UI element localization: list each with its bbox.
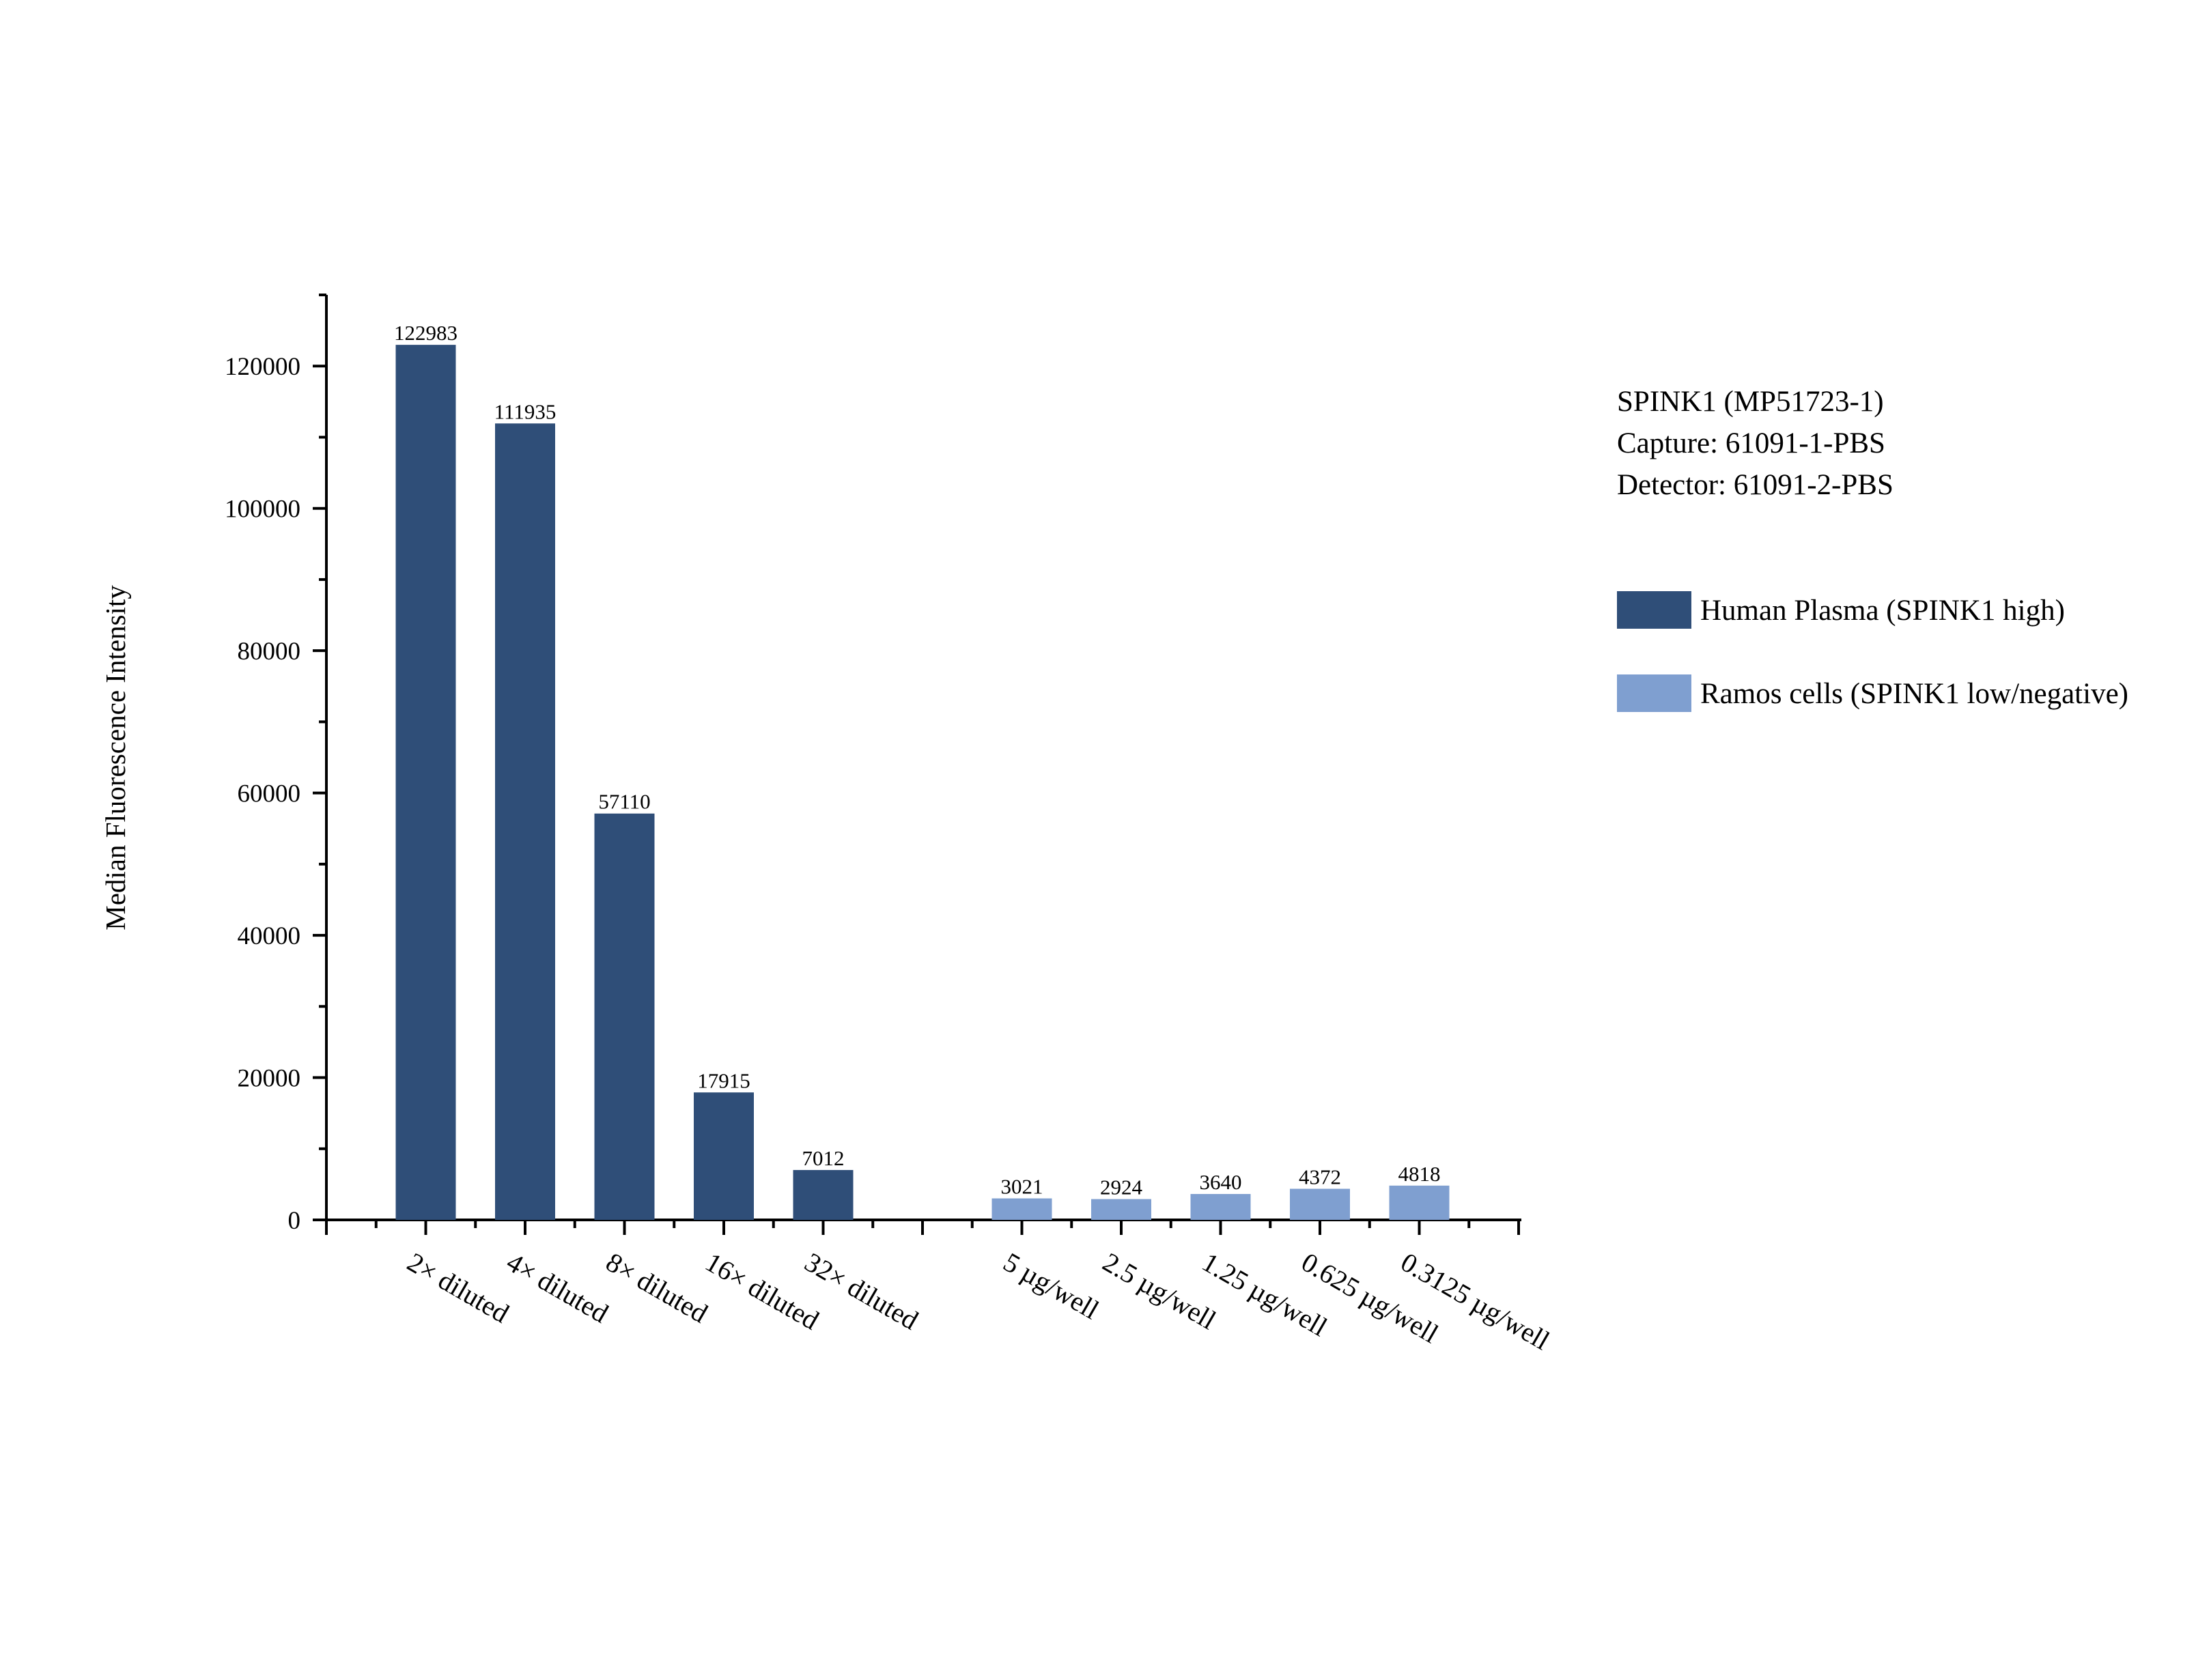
bar-human-plasma xyxy=(793,1169,854,1220)
bar-ramos-cells xyxy=(1091,1199,1151,1220)
x-category-label: 8× diluted xyxy=(601,1247,713,1329)
y-tick-label: 40000 xyxy=(238,922,301,950)
y-axis-label: Median Fluorescence Intensity xyxy=(100,585,131,930)
legend-swatch-ramos-cells xyxy=(1617,674,1691,712)
bar-ramos-cells xyxy=(1389,1185,1450,1220)
legend-label-human-plasma: Human Plasma (SPINK1 high) xyxy=(1700,595,2065,627)
bar-value-label: 111935 xyxy=(494,399,557,423)
legend-swatch-human-plasma xyxy=(1617,591,1691,629)
y-tick-label: 60000 xyxy=(238,780,301,808)
bar-value-label: 4372 xyxy=(1299,1165,1341,1188)
x-category-label: 2.5 µg/well xyxy=(1098,1247,1222,1335)
bar-value-label: 57110 xyxy=(598,790,650,814)
y-tick-label: 0 xyxy=(288,1207,301,1235)
axes xyxy=(313,294,1521,1235)
x-category-label: 32× diluted xyxy=(800,1247,924,1336)
x-category-label: 16× diluted xyxy=(701,1247,825,1336)
bar-value-label: 17915 xyxy=(697,1068,750,1092)
x-category-label: 5 µg/well xyxy=(998,1247,1104,1325)
info-line-capture: Capture: 61091-1-PBS xyxy=(1617,427,1885,459)
bar-human-plasma xyxy=(594,813,655,1220)
bar-value-label: 3640 xyxy=(1200,1170,1242,1194)
y-tick-label: 120000 xyxy=(225,353,300,381)
bar-ramos-cells xyxy=(991,1198,1052,1220)
bar-value-label: 4818 xyxy=(1398,1162,1441,1186)
bar-human-plasma xyxy=(395,345,456,1221)
bars xyxy=(395,345,1450,1221)
info-line-antibody: SPINK1 (MP51723-1) xyxy=(1617,386,1884,418)
x-category-label: 4× diluted xyxy=(502,1247,614,1329)
bar-value-label: 7012 xyxy=(802,1146,845,1170)
y-tick-label: 100000 xyxy=(225,496,300,524)
bar-value-label: 122983 xyxy=(394,321,458,345)
bar-ramos-cells xyxy=(1290,1188,1350,1220)
info-line-detector: Detector: 61091-2-PBS xyxy=(1617,469,1894,501)
bar-ramos-cells xyxy=(1190,1194,1251,1220)
chart-info: SPINK1 (MP51723-1) Capture: 61091-1-PBS … xyxy=(1617,386,1894,501)
legend-label-ramos-cells: Ramos cells (SPINK1 low/negative) xyxy=(1700,678,2128,710)
bar-value-label: 3021 xyxy=(1001,1175,1043,1199)
bar-value-label: 2924 xyxy=(1100,1176,1143,1199)
y-tick-label: 80000 xyxy=(238,638,301,666)
x-category-label: 2× diluted xyxy=(402,1247,514,1329)
bar-human-plasma xyxy=(694,1092,754,1220)
legend: Human Plasma (SPINK1 high) Ramos cells (… xyxy=(1617,591,2128,712)
bar-human-plasma xyxy=(495,423,555,1220)
y-tick-label: 20000 xyxy=(238,1065,301,1093)
